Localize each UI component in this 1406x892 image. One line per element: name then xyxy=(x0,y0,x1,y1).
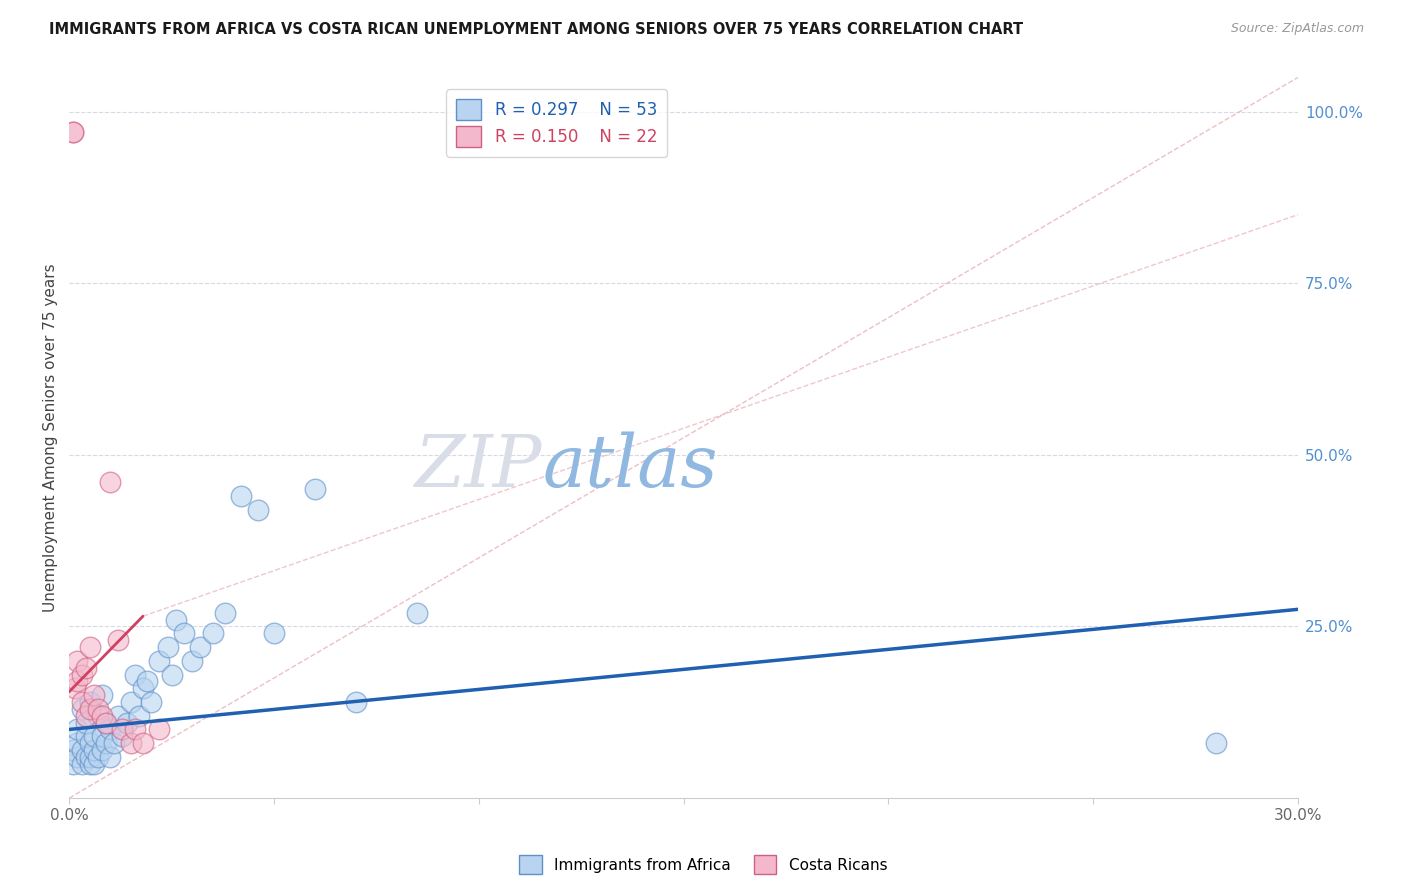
Point xyxy=(98,723,121,737)
Point xyxy=(62,743,84,757)
Point xyxy=(181,654,204,668)
Point xyxy=(263,626,285,640)
Point xyxy=(66,750,89,764)
Text: IMMIGRANTS FROM AFRICA VS COSTA RICAN UNEMPLOYMENT AMONG SENIORS OVER 75 YEARS C: IMMIGRANTS FROM AFRICA VS COSTA RICAN UN… xyxy=(49,22,1024,37)
Point xyxy=(304,482,326,496)
Point xyxy=(124,667,146,681)
Point xyxy=(120,736,142,750)
Text: atlas: atlas xyxy=(543,432,718,502)
Point xyxy=(75,715,97,730)
Point xyxy=(70,743,93,757)
Point xyxy=(111,723,134,737)
Point xyxy=(83,756,105,771)
Point xyxy=(201,626,224,640)
Point xyxy=(66,654,89,668)
Point xyxy=(83,729,105,743)
Point xyxy=(107,708,129,723)
Point xyxy=(70,695,93,709)
Point xyxy=(94,715,117,730)
Point xyxy=(66,674,89,689)
Y-axis label: Unemployment Among Seniors over 75 years: Unemployment Among Seniors over 75 years xyxy=(44,263,58,612)
Point xyxy=(1205,736,1227,750)
Point xyxy=(124,723,146,737)
Point xyxy=(62,125,84,139)
Point xyxy=(139,695,162,709)
Point xyxy=(79,750,101,764)
Point xyxy=(344,695,367,709)
Point xyxy=(111,729,134,743)
Point xyxy=(79,736,101,750)
Point xyxy=(148,654,170,668)
Point xyxy=(94,736,117,750)
Point xyxy=(91,743,114,757)
Point xyxy=(132,681,155,696)
Point xyxy=(75,729,97,743)
Point xyxy=(66,723,89,737)
Point xyxy=(70,702,93,716)
Point xyxy=(160,667,183,681)
Point xyxy=(79,640,101,654)
Point xyxy=(91,729,114,743)
Point xyxy=(136,674,159,689)
Point xyxy=(94,715,117,730)
Point xyxy=(87,702,110,716)
Point xyxy=(91,688,114,702)
Point xyxy=(91,708,114,723)
Point xyxy=(87,708,110,723)
Point xyxy=(120,695,142,709)
Point xyxy=(83,688,105,702)
Point xyxy=(103,736,125,750)
Point xyxy=(62,125,84,139)
Point xyxy=(246,503,269,517)
Point xyxy=(70,667,93,681)
Text: Source: ZipAtlas.com: Source: ZipAtlas.com xyxy=(1230,22,1364,36)
Point xyxy=(128,708,150,723)
Point xyxy=(79,756,101,771)
Point xyxy=(70,756,93,771)
Point xyxy=(173,626,195,640)
Point xyxy=(75,661,97,675)
Point xyxy=(87,750,110,764)
Point xyxy=(79,695,101,709)
Legend: Immigrants from Africa, Costa Ricans: Immigrants from Africa, Costa Ricans xyxy=(513,849,893,880)
Point xyxy=(156,640,179,654)
Point xyxy=(231,489,253,503)
Point xyxy=(66,736,89,750)
Point xyxy=(75,750,97,764)
Point xyxy=(406,606,429,620)
Point xyxy=(62,756,84,771)
Point xyxy=(107,633,129,648)
Point xyxy=(188,640,211,654)
Text: ZIP: ZIP xyxy=(415,432,543,502)
Point xyxy=(65,681,87,696)
Point xyxy=(165,613,187,627)
Point xyxy=(83,743,105,757)
Legend: R = 0.297    N = 53, R = 0.150    N = 22: R = 0.297 N = 53, R = 0.150 N = 22 xyxy=(446,89,666,157)
Point xyxy=(98,750,121,764)
Point xyxy=(98,475,121,490)
Point xyxy=(148,723,170,737)
Point xyxy=(75,708,97,723)
Point xyxy=(115,715,138,730)
Point xyxy=(79,702,101,716)
Point xyxy=(214,606,236,620)
Point xyxy=(132,736,155,750)
